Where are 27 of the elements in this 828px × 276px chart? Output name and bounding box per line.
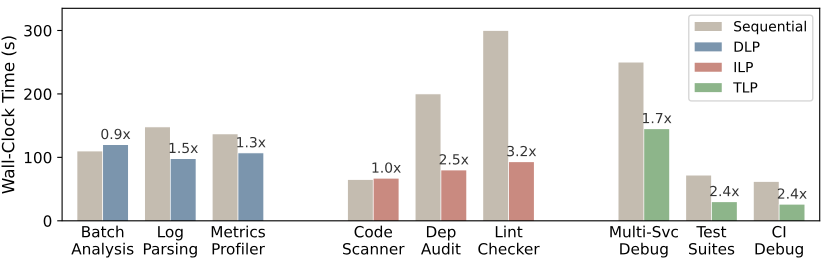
annotation: 0.9x bbox=[101, 128, 130, 140]
annotation: 1.7x bbox=[643, 113, 672, 124]
x-tick-label: Test Suites bbox=[689, 226, 734, 255]
x-tick-label: Log Parsing bbox=[144, 226, 197, 258]
annotation: 3.2x bbox=[507, 146, 536, 156]
annotation: 2.4x bbox=[778, 188, 807, 199]
legend-label: TLP bbox=[733, 82, 758, 92]
y-axis-title: Wall-Clock Time (s) bbox=[2, 36, 16, 194]
x-tick-label: CI Debug bbox=[756, 226, 803, 258]
annotation: 1.3x bbox=[237, 136, 266, 148]
y-tick-label: 100 bbox=[24, 152, 52, 164]
x-tick-label: Dep Audit bbox=[420, 226, 461, 255]
y-tick-label: 200 bbox=[24, 88, 52, 100]
x-tick-label: Batch Analysis bbox=[71, 226, 134, 258]
legend-label: Sequential bbox=[734, 20, 806, 34]
annotation: 2.5x bbox=[440, 154, 468, 165]
x-tick-label: Metrics Profiler bbox=[212, 226, 265, 255]
annotation: 2.4x bbox=[710, 186, 740, 196]
annotation: 1.0x bbox=[372, 162, 401, 173]
y-tick-label: 0 bbox=[44, 215, 52, 227]
x-tick-label: Code Scanner bbox=[343, 226, 405, 255]
x-tick-label: Multi-Svc Debug bbox=[610, 226, 678, 258]
y-tick-label: 300 bbox=[24, 24, 52, 37]
legend-label: DLP bbox=[734, 42, 760, 52]
annotation: 1.5x bbox=[170, 142, 198, 154]
legend-label: ILP bbox=[734, 62, 753, 72]
x-tick-label: Lint Checker bbox=[478, 226, 540, 255]
